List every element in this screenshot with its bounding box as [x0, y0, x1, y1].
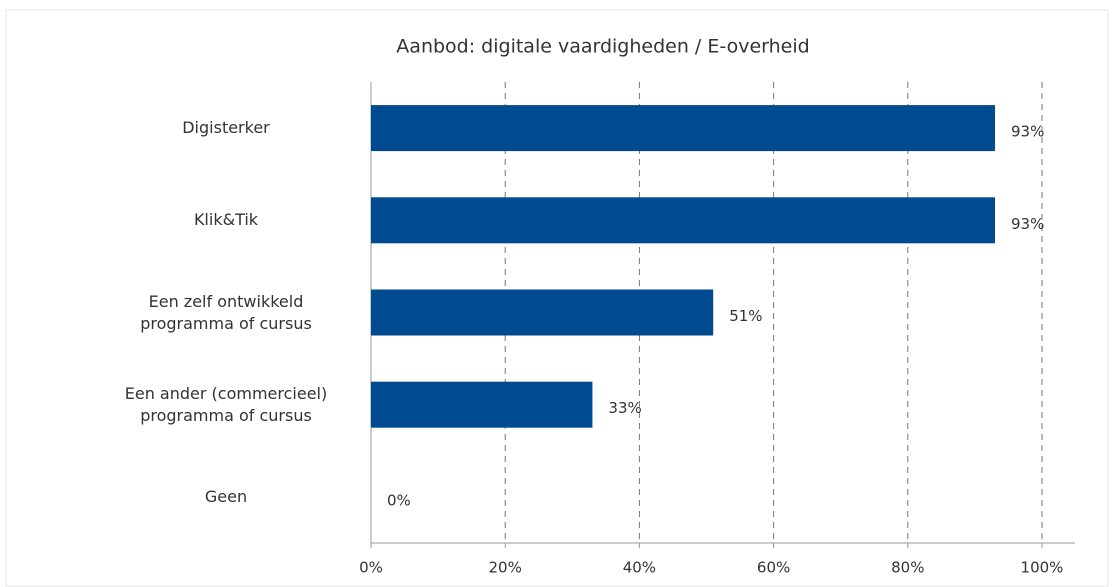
y-tick-label: Geen: [204, 486, 248, 506]
bar: [371, 197, 996, 244]
x-tick-label: 0%: [359, 559, 383, 577]
value-label: 93%: [1011, 123, 1044, 141]
x-tick-label: 80%: [891, 559, 924, 577]
bar: [371, 105, 996, 152]
y-tick-label: Klik&Tik: [193, 210, 259, 230]
y-tick-label: Een zelf ontwikkeld programma of cursus: [140, 291, 312, 333]
bar: [371, 289, 714, 336]
x-tick-label: 40%: [623, 559, 656, 577]
y-tick-label: Digisterker: [182, 118, 270, 138]
frame: [5, 9, 1109, 587]
value-label: 93%: [1011, 215, 1044, 233]
x-tick-label: 100%: [1021, 559, 1064, 577]
value-label: 51%: [729, 307, 762, 325]
x-tick-label: 60%: [757, 559, 790, 577]
bar: [371, 381, 593, 428]
chart-title: Aanbod: digitale vaardigheden / E-overhe…: [396, 36, 809, 58]
x-tick-label: 20%: [489, 559, 522, 577]
y-tick-label: Een ander (commercieel) programma of cur…: [124, 383, 328, 425]
value-label: 0%: [387, 491, 411, 509]
value-label: 33%: [608, 399, 641, 417]
